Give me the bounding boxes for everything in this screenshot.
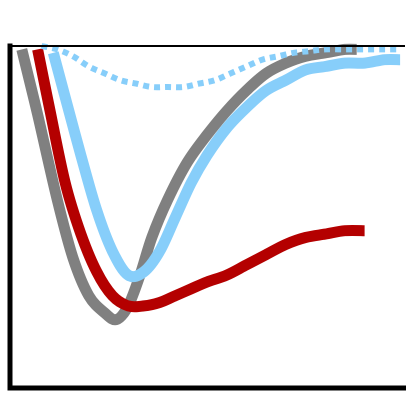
series-line-2 [32,48,365,313]
series-line-1 [16,43,357,326]
series-layer [16,43,401,326]
axes-layer [7,43,406,391]
series-line-3 [47,51,401,283]
